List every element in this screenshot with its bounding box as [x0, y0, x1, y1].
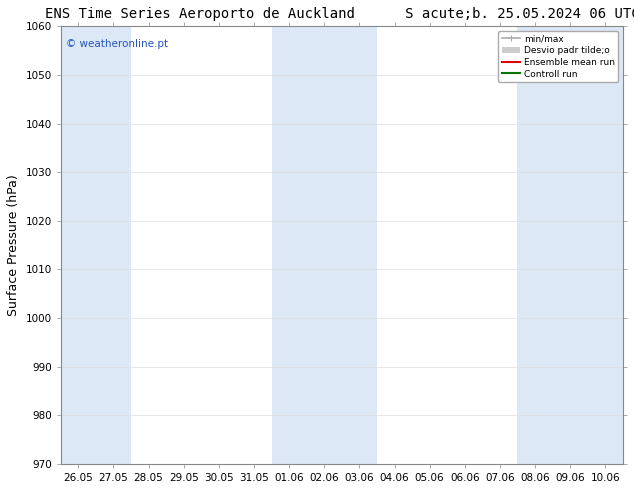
Text: © weatheronline.pt: © weatheronline.pt	[67, 39, 169, 49]
Title: ENS Time Series Aeroporto de Auckland      S acute;b. 25.05.2024 06 UTC: ENS Time Series Aeroporto de Auckland S …	[44, 7, 634, 21]
Bar	[307, 26, 342, 464]
Bar	[271, 26, 307, 464]
Bar	[517, 26, 553, 464]
Bar	[553, 26, 588, 464]
Bar	[96, 26, 131, 464]
Bar	[61, 26, 96, 464]
Bar	[342, 26, 377, 464]
Y-axis label: Surface Pressure (hPa): Surface Pressure (hPa)	[7, 174, 20, 316]
Bar	[588, 26, 623, 464]
Legend: min/max, Desvio padr tilde;o, Ensemble mean run, Controll run: min/max, Desvio padr tilde;o, Ensemble m…	[498, 31, 618, 82]
